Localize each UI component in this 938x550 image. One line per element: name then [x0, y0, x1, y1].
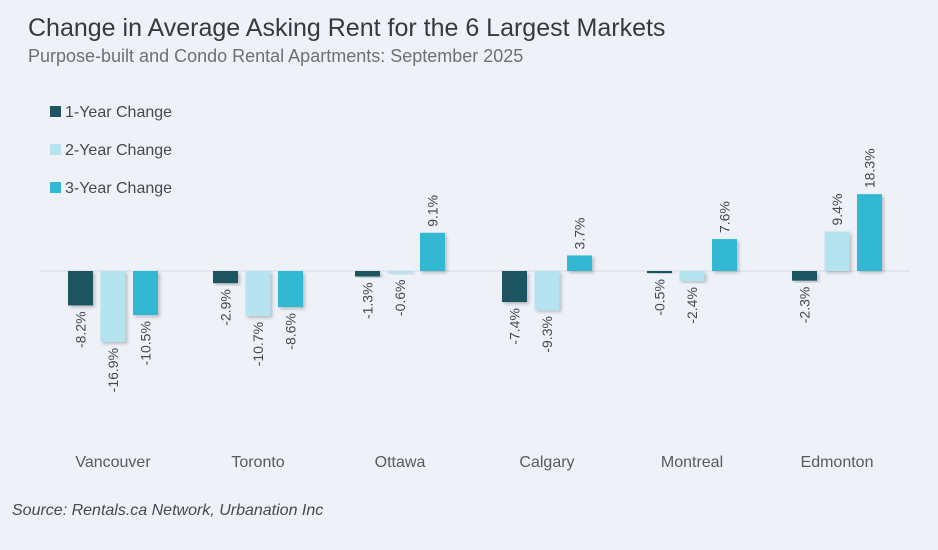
chart-subtitle: Purpose-built and Condo Rental Apartment…: [28, 46, 524, 66]
legend-item-1-year: 1-Year Change: [50, 104, 172, 124]
data-label-vancouver-2-year: -16.9%: [105, 348, 121, 392]
bar-ottawa-3-year: [420, 232, 445, 271]
category-label-calgary: Calgary: [519, 454, 574, 471]
chart-title: Change in Average Asking Rent for the 6 …: [28, 14, 666, 42]
data-label-montreal-3-year: 7.6%: [717, 201, 733, 233]
source-note: Source: Rentals.ca Network, Urbanation I…: [12, 502, 324, 519]
data-label-edmonton-3-year: 18.3%: [862, 148, 878, 188]
bars-group: [68, 194, 882, 342]
bar-ottawa-1-year: [355, 271, 380, 277]
category-label-edmonton: Edmonton: [801, 454, 874, 471]
bar-toronto-1-year: [213, 271, 238, 284]
data-label-edmonton-1-year: -2.3%: [797, 287, 813, 324]
bar-edmonton-2-year: [824, 231, 850, 271]
legend-label-1-year: 1-Year Change: [65, 104, 173, 121]
legend-label-2-year: 2-Year Change: [65, 142, 173, 159]
bar-vancouver-2-year: [100, 271, 126, 342]
legend-label-3-year: 3-Year Change: [65, 180, 173, 197]
bar-edmonton-1-year: [792, 271, 817, 281]
legend-swatch-1-year: [50, 105, 61, 117]
bar-montreal-3-year: [712, 239, 737, 271]
data-label-montreal-2-year: -2.4%: [684, 287, 700, 324]
data-label-toronto-1-year: -2.9%: [218, 289, 234, 326]
data-label-calgary-2-year: -9.3%: [539, 316, 555, 353]
bar-calgary-1-year: [502, 271, 527, 303]
data-label-calgary-1-year: -7.4%: [507, 308, 523, 345]
data-labels-group: -8.2% -16.9% -10.5% -2.9% -10.7% -8.6% -1.3% -0…: [73, 148, 878, 392]
category-label-montreal: Montreal: [661, 454, 723, 471]
category-label-ottawa: Ottawa: [375, 454, 426, 471]
bar-calgary-2-year: [534, 271, 560, 311]
bar-toronto-2-year: [245, 271, 271, 316]
data-label-toronto-2-year: -10.7%: [250, 322, 266, 366]
category-labels-group: Vancouver Toronto Ottawa Calgary Montreal Edm…: [75, 454, 873, 471]
bar-edmonton-3-year: [857, 194, 882, 271]
data-label-montreal-1-year: -0.5%: [652, 279, 668, 316]
data-label-ottawa-1-year: -1.3%: [360, 282, 376, 319]
data-label-vancouver-1-year: -8.2%: [73, 311, 89, 348]
data-label-vancouver-3-year: -10.5%: [138, 321, 154, 365]
bar-vancouver-1-year: [68, 271, 93, 306]
bar-ottawa-2-year: [387, 271, 413, 274]
legend-item-3-year: 3-Year Change: [50, 180, 172, 200]
bar-montreal-2-year: [679, 271, 705, 282]
legend-item-2-year: 2-Year Change: [50, 142, 172, 162]
bar-toronto-3-year: [278, 271, 303, 308]
bar-calgary-3-year: [567, 255, 592, 271]
data-label-ottawa-2-year: -0.6%: [392, 280, 408, 317]
category-label-toronto: Toronto: [231, 454, 284, 471]
bar-vancouver-3-year: [133, 271, 158, 316]
data-label-edmonton-2-year: 9.4%: [829, 194, 845, 226]
data-label-toronto-3-year: -8.6%: [283, 313, 299, 350]
data-label-calgary-3-year: 3.7%: [572, 218, 588, 250]
legend-swatch-3-year: [50, 181, 61, 193]
category-label-vancouver: Vancouver: [75, 454, 151, 471]
data-label-ottawa-3-year: 9.1%: [425, 195, 441, 227]
legend-swatch-2-year: [50, 143, 61, 155]
bar-montreal-1-year: [647, 271, 672, 274]
